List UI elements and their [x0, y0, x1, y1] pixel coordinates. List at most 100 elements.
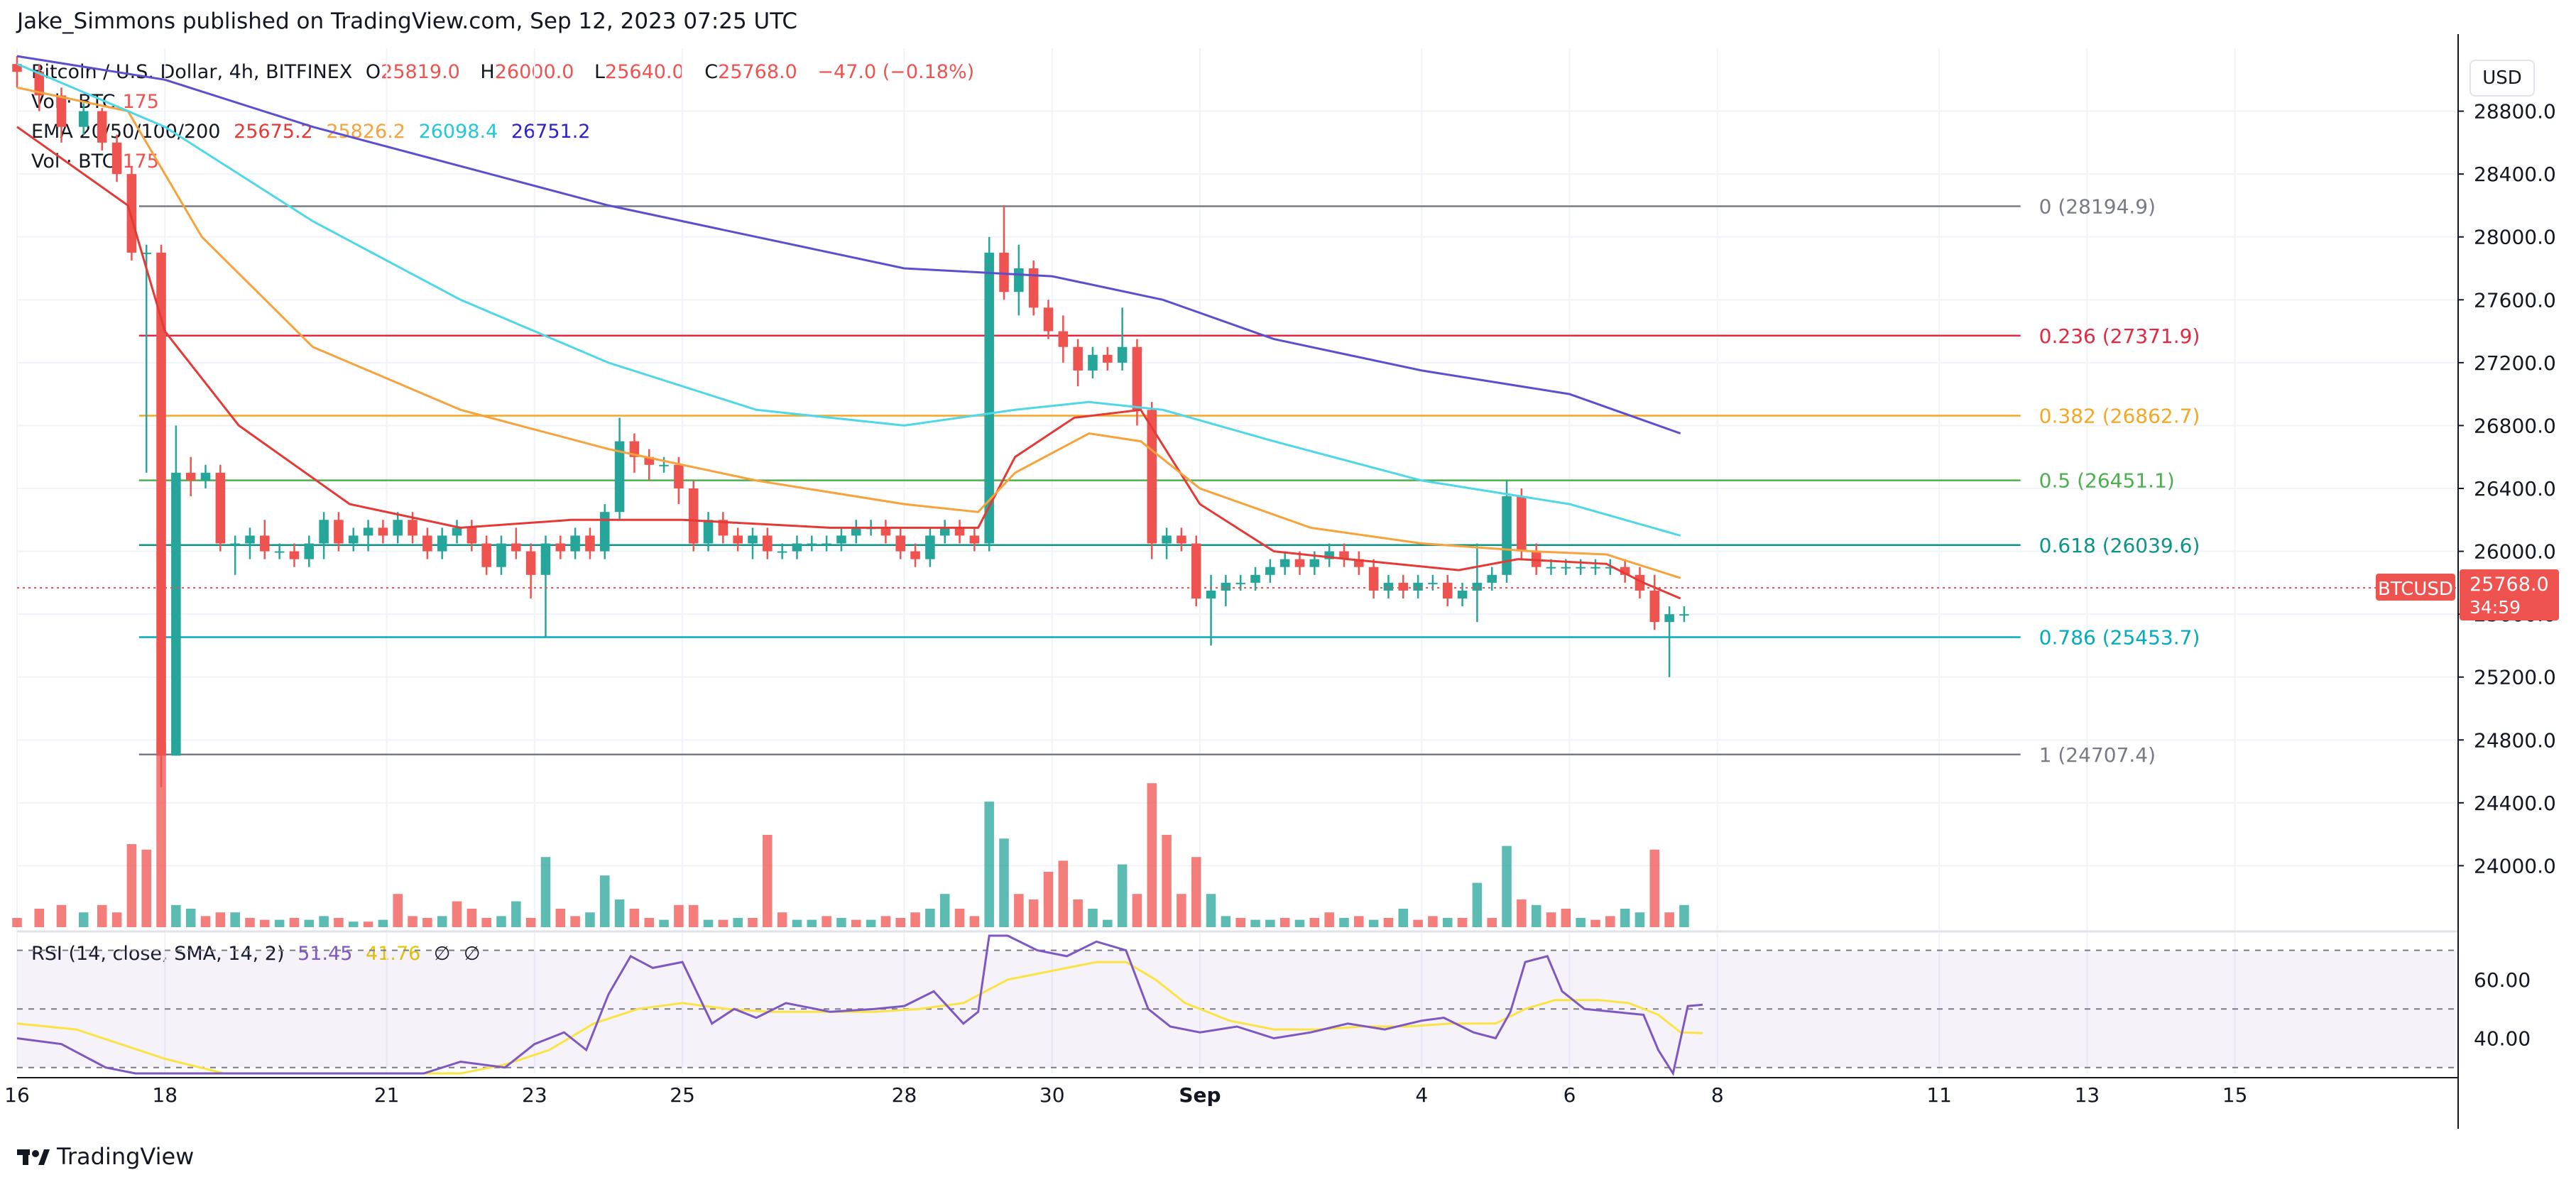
candle-body — [1487, 574, 1497, 583]
volume-bar — [925, 909, 935, 927]
volume-bar — [674, 904, 684, 927]
volume-bar — [1324, 912, 1334, 927]
volume-bar — [1649, 849, 1660, 927]
volume-bar — [1279, 918, 1290, 927]
candle-body — [851, 527, 861, 536]
candle-body — [822, 543, 831, 545]
candle-body — [1147, 410, 1157, 544]
symbol-name[interactable]: Bitcoin / U.S. Dollar, 4h, BITFINEX — [31, 61, 353, 83]
volume-bar — [999, 838, 1009, 927]
volume-bar — [1250, 919, 1260, 927]
volume-bar — [1413, 919, 1423, 927]
volume-bar — [733, 918, 743, 927]
volume-bar — [496, 916, 506, 927]
ema100-line — [16, 62, 1681, 537]
candle-body — [1383, 582, 1394, 591]
volume-bar — [511, 901, 521, 927]
volume-bar — [111, 912, 122, 927]
candle-body — [1177, 535, 1186, 544]
ema-legend[interactable]: EMA 20/50/100/200 25675.2 25826.2 26098.… — [31, 121, 597, 143]
candle-body — [511, 543, 521, 552]
volume-bar — [363, 921, 373, 927]
volume-bar — [348, 921, 359, 927]
candle-body — [1250, 574, 1260, 583]
volume-bar — [56, 904, 67, 927]
candle-body — [437, 535, 447, 552]
volume-bar — [1339, 918, 1349, 927]
volume-bar — [141, 849, 151, 927]
date-tick-label: 15 — [2222, 1083, 2248, 1107]
candle-body — [1073, 346, 1083, 371]
candle-body — [496, 543, 506, 567]
volume-bar — [792, 919, 802, 927]
volume-bar — [34, 909, 45, 927]
currency-button[interactable]: USD — [2469, 60, 2535, 97]
candle-body — [215, 472, 226, 544]
fib-level-label: 0 (28194.9) — [2039, 195, 2156, 219]
candle-body — [925, 535, 935, 559]
volume-bar — [1531, 904, 1541, 927]
volume-bar — [599, 875, 610, 927]
ema50-line — [16, 86, 1681, 579]
candle-body — [895, 535, 906, 552]
candle-body — [836, 535, 846, 544]
date-tick-label: 16 — [4, 1083, 30, 1107]
candle-body — [777, 551, 787, 553]
candle-body — [1309, 559, 1320, 567]
ticker-badge — [2376, 573, 2455, 601]
fib-level-label: 0.5 (26451.1) — [2039, 469, 2175, 493]
candle-body — [763, 535, 773, 552]
candle-body — [1428, 582, 1438, 584]
rsi-tick-label: 60.00 — [2474, 968, 2531, 992]
volume-bar — [1162, 835, 1172, 927]
candle-body — [319, 520, 329, 544]
price-badge-box — [2460, 569, 2559, 620]
rsi-pane — [16, 930, 2458, 1076]
candle-body — [1590, 567, 1600, 569]
volume-bar — [585, 912, 595, 927]
volume-bar — [644, 918, 655, 927]
rsi-tick-label: 40.00 — [2474, 1027, 2531, 1050]
candle-body — [703, 520, 714, 544]
date-tick-label: Sep — [1179, 1083, 1221, 1107]
candle-body — [1162, 535, 1172, 544]
volume-bar — [1368, 919, 1379, 927]
candle-body — [1043, 307, 1054, 332]
rsi-legend[interactable]: RSI (14, close, SMA, 14, 2) 51.45 41.76 … — [31, 943, 488, 965]
candle-body — [1028, 268, 1039, 308]
candle-body — [748, 535, 758, 544]
date-tick-label: 21 — [374, 1083, 400, 1107]
candles — [12, 56, 1689, 787]
price-badge-value: 25768.0 — [2469, 574, 2549, 596]
candle-body — [733, 535, 743, 544]
date-tick-label: 13 — [2075, 1083, 2100, 1107]
candle-body — [880, 527, 891, 536]
candle-body — [984, 252, 994, 544]
candle-body — [1546, 567, 1556, 569]
volume-bar — [718, 919, 728, 927]
volume-bar — [1058, 860, 1069, 927]
candle-body — [289, 551, 300, 559]
close-value: C25768.0 — [704, 61, 797, 83]
candle-body — [260, 535, 270, 552]
rsi-na-2: ∅ — [464, 943, 481, 965]
volume-bar — [1014, 894, 1024, 927]
candle-body — [792, 543, 802, 552]
volume-bar — [688, 904, 699, 927]
volume-bar — [408, 916, 417, 927]
fib-retracement: 0 (28194.9) 0.236 (27371.9) 0.382 (26862.7… — [138, 195, 2200, 767]
candle-body — [674, 464, 684, 488]
volume-bar — [555, 909, 566, 927]
candle-body — [156, 252, 166, 756]
price-tick-label: 26400.0 — [2474, 477, 2556, 500]
candle-body — [599, 512, 610, 552]
tradingview-brand[interactable]: TradingView — [17, 1143, 194, 1170]
candle-body — [393, 520, 403, 536]
volume-bar — [1502, 846, 1512, 927]
rsi-sma-value: 41.76 — [366, 943, 421, 965]
volume-bar — [1132, 894, 1142, 927]
volume-bar — [895, 918, 906, 927]
price-tick-label: 25200.0 — [2474, 666, 2556, 689]
candle-body — [304, 543, 315, 559]
